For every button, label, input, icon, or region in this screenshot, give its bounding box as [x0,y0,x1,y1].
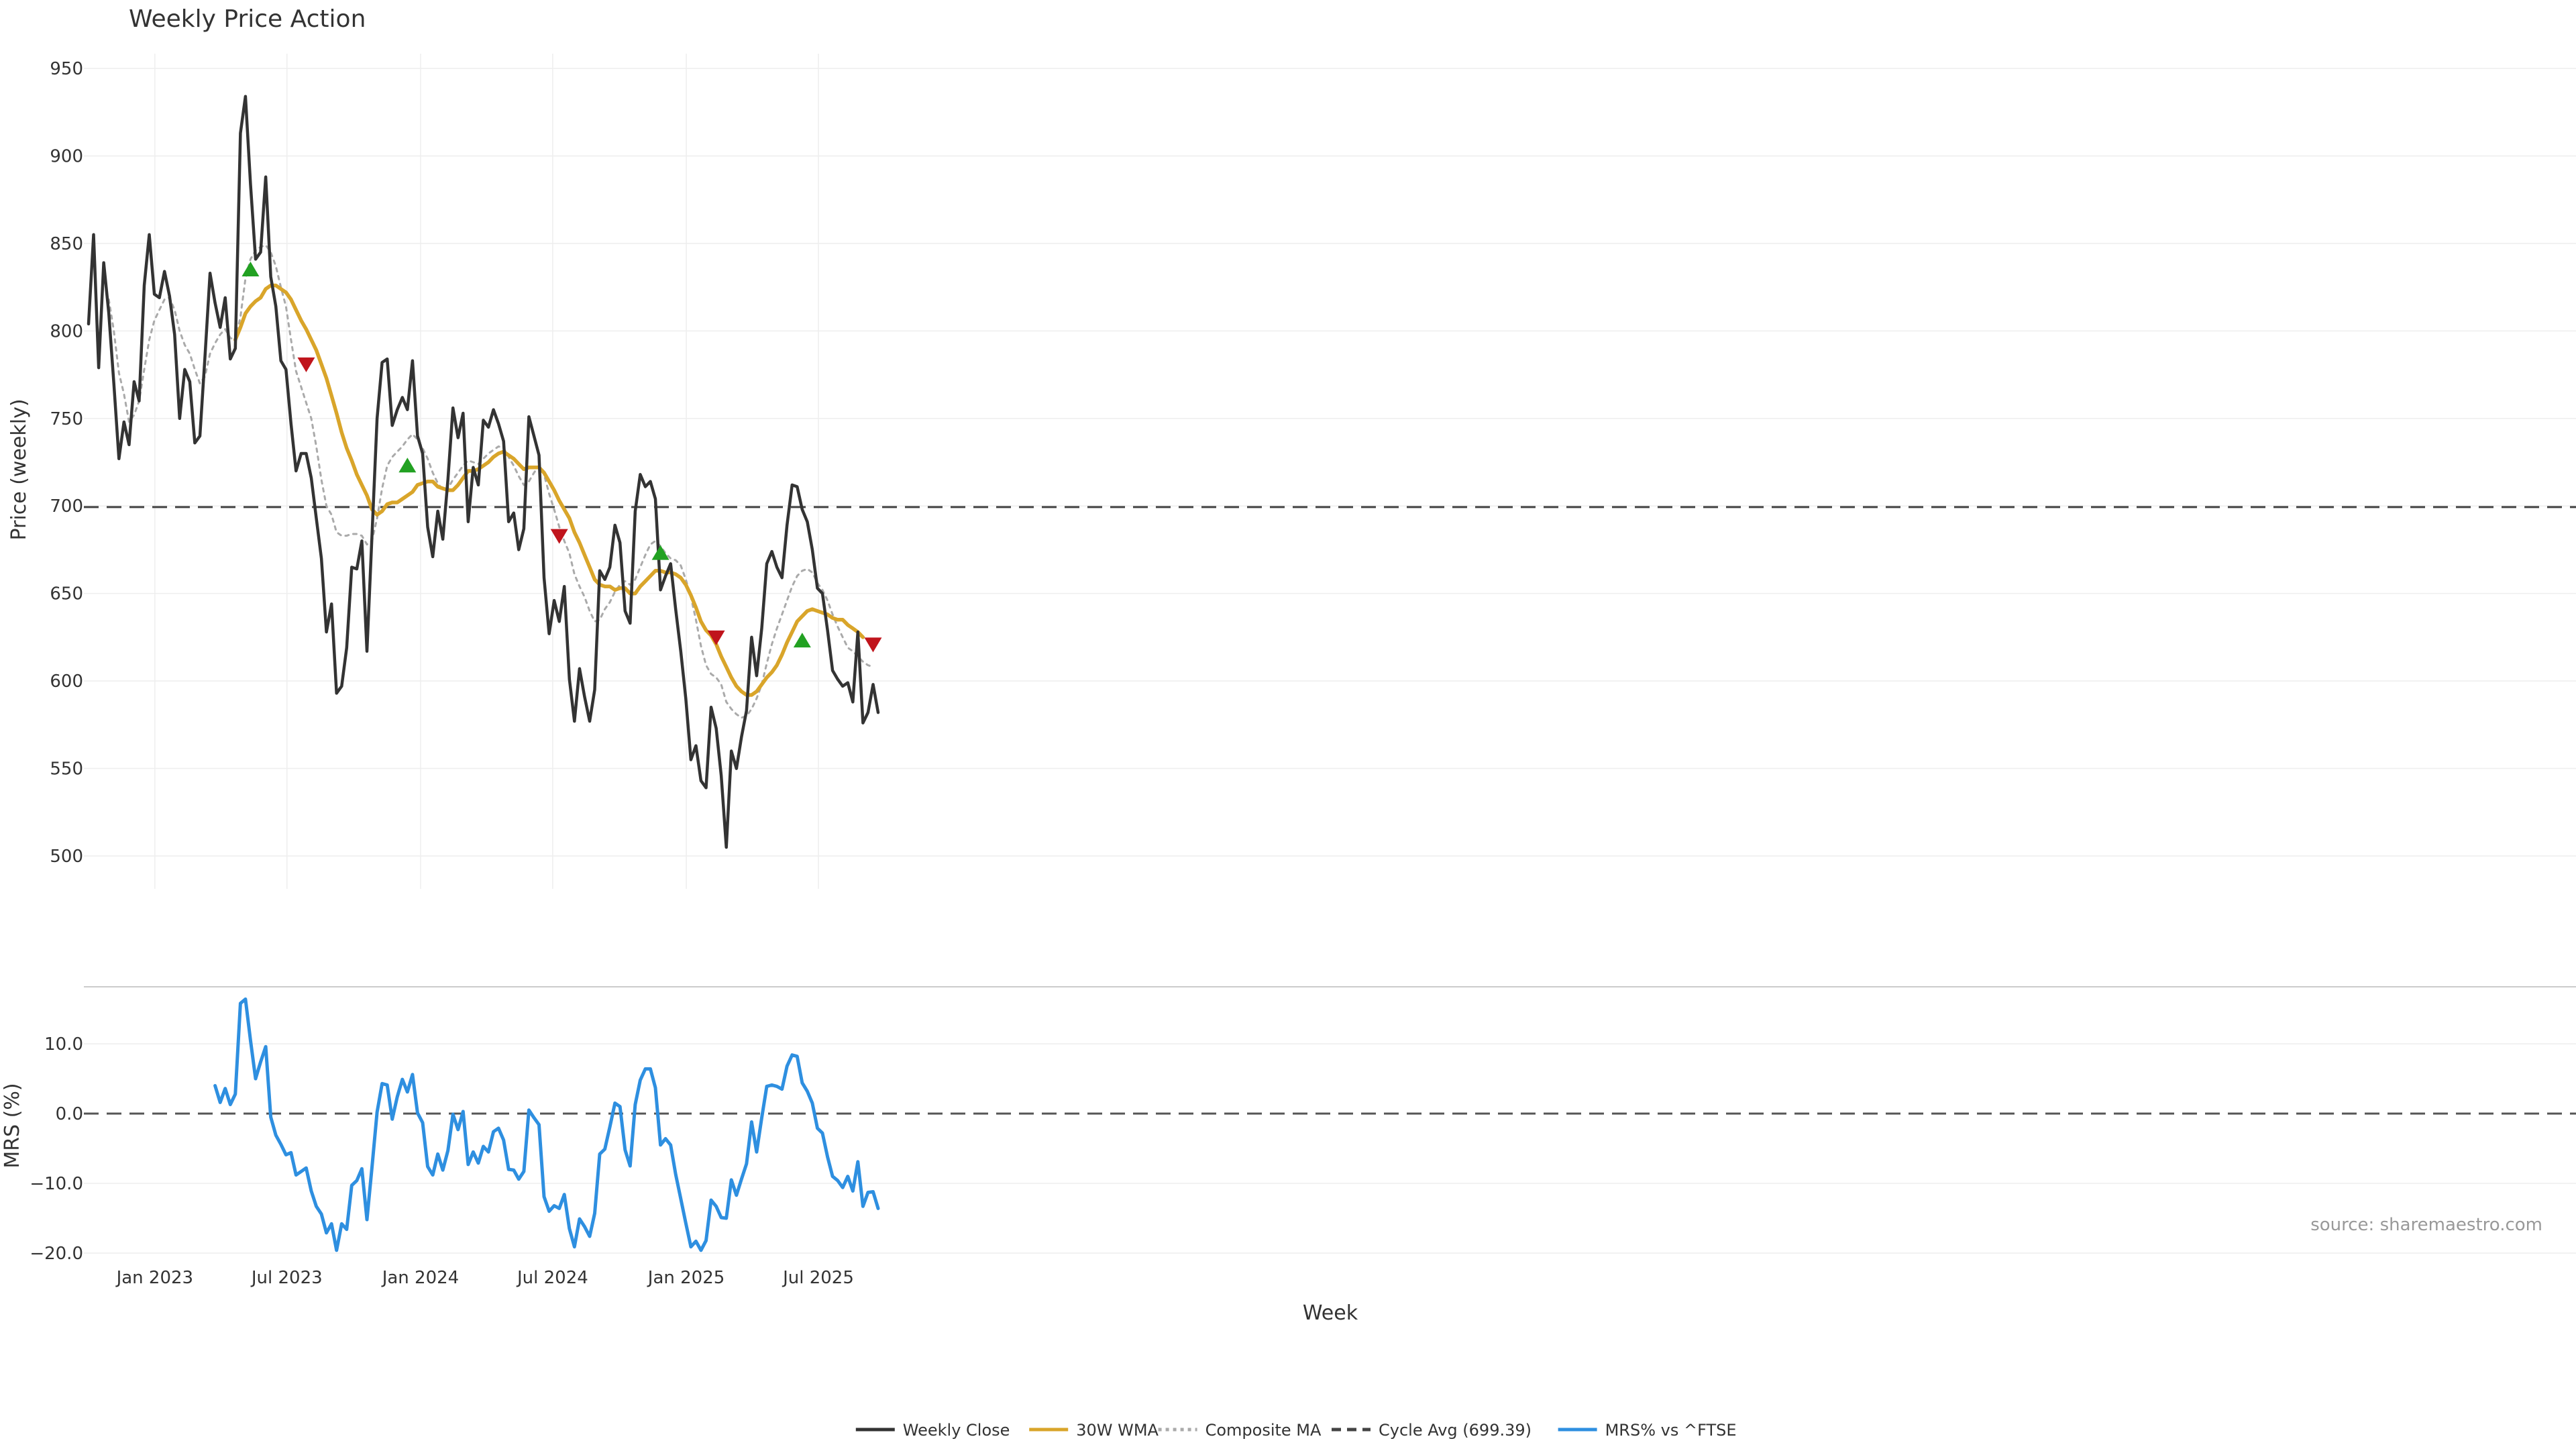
legend-item: Weekly Close [855,1421,1010,1440]
legend-label: Weekly Close [903,1421,1010,1440]
legend-item: Cycle Avg (699.39) [1332,1421,1532,1440]
mrs-series [213,997,880,1252]
sell-signal-marker [864,637,882,653]
x-tick-label: Jan 2024 [381,1268,460,1288]
wma-30w-line [233,283,865,697]
x-axis-title: Week [1303,1301,1358,1325]
sell-signal-marker [707,630,725,645]
price-y-tick-label: 950 [50,59,83,79]
chart-title: Weekly Price Action [129,5,366,33]
price-y-tick-label: 500 [50,847,83,867]
mrs-y-axis-title: MRS (%) [1,1083,24,1168]
price-y-tick-label: 600 [50,672,83,692]
price-y-tick-label: 550 [50,759,83,780]
buy-signal-marker [398,458,417,473]
mrs-gridlines [84,1043,2576,1254]
mrs-y-tick-label: 10.0 [44,1034,83,1055]
price-y-tick-label: 750 [50,409,83,429]
legend-item: 30W WMA [1029,1421,1159,1440]
mrs-y-tick-label: 0.0 [56,1104,83,1124]
mrs-ftse-line [213,997,880,1252]
sell-signal-marker [550,529,568,544]
x-tick-labels: Jan 2023 Jul 2023 Jan 2024 Jul 2024 Jan 2025… [115,1268,854,1288]
legend-label: MRS% vs ^FTSE [1605,1421,1737,1440]
trade-signals [241,262,882,653]
x-tick-label: Jul 2025 [782,1268,854,1288]
price-series [87,95,880,849]
price-y-tick-label: 800 [50,321,83,341]
buy-signal-marker [241,262,260,277]
price-y-tick-label: 900 [50,146,83,166]
buy-signal-marker [651,545,669,560]
weekly-close-line [87,95,880,849]
price-y-tick-label: 700 [50,496,83,517]
source-annotation: source: sharemaestro.com [2310,1215,2542,1235]
mrs-y-tick-labels: −20.0 −10.0 0.0 10.0 [30,1034,83,1264]
legend-label: 30W WMA [1076,1421,1159,1440]
buy-signal-marker [793,633,811,648]
chart-legend: Weekly Close 30W WMA Composite MA Cycle Avg… [855,1421,1737,1440]
price-y-tick-label: 650 [50,584,83,604]
legend-item: MRS% vs ^FTSE [1558,1421,1737,1440]
x-tick-label: Jul 2023 [250,1268,323,1288]
price-y-tick-labels: 500 550 600 650 700 750 800 850 900 950 [50,59,83,867]
sell-signal-marker [297,357,315,372]
price-y-tick-label: 850 [50,234,83,254]
price-gridlines [84,54,2576,889]
legend-item: Composite MA [1158,1421,1322,1440]
x-tick-label: Jan 2023 [115,1268,194,1288]
mrs-y-tick-label: −20.0 [30,1244,83,1264]
legend-label: Composite MA [1205,1421,1322,1440]
mrs-y-tick-label: −10.0 [30,1174,83,1194]
legend-label: Cycle Avg (699.39) [1379,1421,1532,1440]
x-tick-label: Jul 2024 [516,1268,588,1288]
x-tick-label: Jan 2025 [647,1268,725,1288]
price-y-axis-title: Price (weekly) [7,398,31,540]
